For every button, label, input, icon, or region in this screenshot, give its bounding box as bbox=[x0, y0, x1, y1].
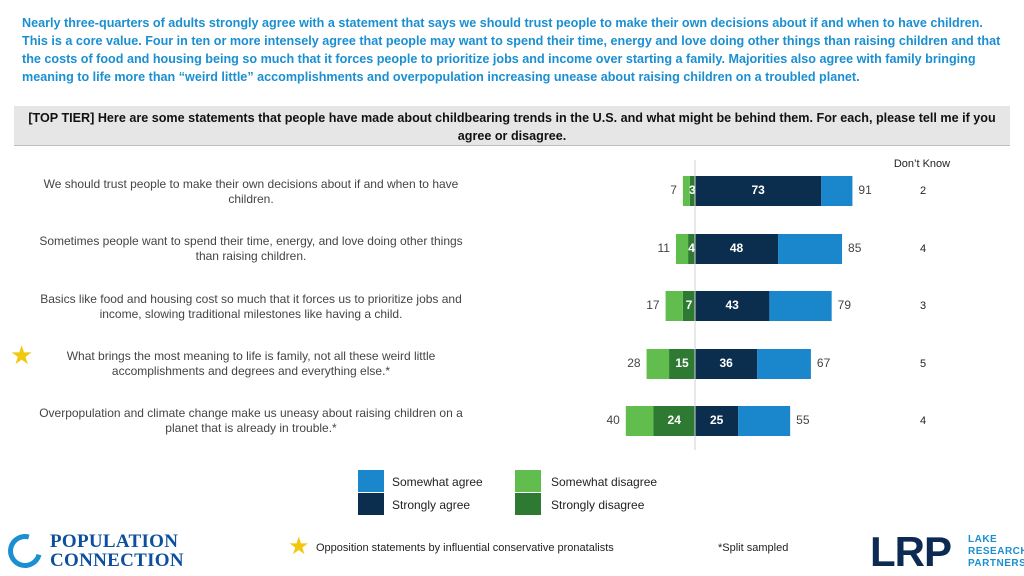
label-total-disagree-row-2: 11 bbox=[658, 241, 671, 255]
legend-label-somewhat-disagree: Somewhat disagree bbox=[551, 475, 658, 489]
bar-somewhat-disagree-row-1 bbox=[682, 176, 690, 206]
label-strongly-disagree-row-2: 4 bbox=[688, 241, 695, 255]
split-sampled-note: *Split sampled bbox=[718, 542, 789, 554]
label-total-disagree-row-1: 7 bbox=[670, 183, 677, 197]
logo-text-line-2: CONNECTION bbox=[50, 550, 184, 571]
label-total-disagree-row-5: 40 bbox=[606, 413, 620, 427]
row-label-1: We should trust people to make their own… bbox=[43, 177, 459, 206]
lrp-mark: LRP bbox=[870, 528, 952, 575]
bar-somewhat-disagree-row-4 bbox=[646, 349, 670, 379]
legend-label-strongly-disagree: Strongly disagree bbox=[551, 498, 645, 512]
dont-know-header: Don’t Know bbox=[893, 158, 951, 170]
lrp-sub-3: PARTNERS bbox=[968, 558, 1024, 569]
bar-strongly-disagree-row-1 bbox=[689, 176, 695, 206]
label-strongly-agree-row-1: 73 bbox=[751, 183, 765, 197]
label-total-disagree-row-3: 17 bbox=[646, 298, 660, 312]
label-strongly-disagree-row-1: 3 bbox=[689, 183, 696, 197]
label-strongly-agree-row-4: 36 bbox=[719, 356, 733, 370]
label-strongly-disagree-row-4: 15 bbox=[675, 356, 689, 370]
bar-somewhat-agree-row-4 bbox=[757, 349, 811, 379]
label-strongly-disagree-row-5: 24 bbox=[668, 413, 682, 427]
bar-somewhat-disagree-row-2 bbox=[675, 234, 689, 264]
label-strongly-agree-row-3: 43 bbox=[726, 298, 740, 312]
bar-strongly-agree-row-3 bbox=[695, 291, 770, 321]
row-label-2: Sometimes people want to spend their tim… bbox=[39, 234, 463, 263]
label-dont-know-row-4: 5 bbox=[920, 358, 926, 370]
label-strongly-agree-row-2: 48 bbox=[730, 241, 744, 255]
label-total-agree-row-5: 55 bbox=[796, 413, 810, 427]
lrp-sub-1: LAKE bbox=[968, 534, 998, 545]
legend-swatch-strongly-disagree bbox=[515, 493, 541, 515]
legend-label-somewhat-agree: Somewhat agree bbox=[392, 475, 483, 489]
label-total-disagree-row-4: 28 bbox=[627, 356, 641, 370]
bar-strongly-disagree-row-5 bbox=[653, 406, 695, 436]
star-footnote: Opposition statements by influential con… bbox=[316, 542, 614, 554]
row-label-5: Overpopulation and climate change make u… bbox=[39, 406, 463, 435]
question-banner: [TOP TIER] Here are some statements that… bbox=[14, 106, 1010, 146]
bar-strongly-agree-row-5 bbox=[695, 406, 739, 436]
label-total-agree-row-2: 85 bbox=[848, 241, 862, 255]
legend-swatch-strongly-agree bbox=[358, 493, 384, 515]
legend-swatch-somewhat-disagree bbox=[515, 470, 541, 492]
label-total-agree-row-3: 79 bbox=[838, 298, 852, 312]
label-dont-know-row-5: 4 bbox=[920, 415, 926, 427]
label-total-agree-row-4: 67 bbox=[817, 356, 831, 370]
bar-somewhat-disagree-row-5 bbox=[625, 406, 654, 436]
bar-somewhat-agree-row-5 bbox=[738, 406, 791, 436]
row-label-4: What brings the most meaning to life is … bbox=[66, 349, 436, 378]
label-strongly-agree-row-5: 25 bbox=[710, 413, 724, 427]
bar-strongly-disagree-row-4 bbox=[669, 349, 695, 379]
label-dont-know-row-2: 4 bbox=[920, 243, 926, 255]
bar-strongly-agree-row-2 bbox=[695, 234, 779, 264]
lrp-logo: LRP LAKE RESEARCH PARTNERS bbox=[870, 528, 1024, 575]
bar-somewhat-agree-row-2 bbox=[778, 234, 843, 264]
logo-text-line-1: POPULATION bbox=[50, 531, 179, 552]
bar-somewhat-disagree-row-3 bbox=[665, 291, 683, 321]
star-icon-row-4: ★ bbox=[10, 340, 34, 370]
bar-strongly-disagree-row-2 bbox=[688, 234, 695, 264]
lrp-sub-2: RESEARCH bbox=[968, 546, 1024, 557]
bar-strongly-disagree-row-3 bbox=[682, 291, 695, 321]
bar-strongly-agree-row-1 bbox=[695, 176, 822, 206]
logo-ring-icon bbox=[1, 527, 49, 575]
label-total-agree-row-1: 91 bbox=[858, 183, 872, 197]
population-connection-logo: POPULATION CONNECTION bbox=[1, 527, 196, 575]
bar-strongly-agree-row-4 bbox=[695, 349, 758, 379]
label-dont-know-row-3: 3 bbox=[920, 300, 926, 312]
star-icon-footnote: ★ bbox=[288, 533, 310, 560]
label-strongly-disagree-row-3: 7 bbox=[686, 298, 693, 312]
bar-somewhat-agree-row-1 bbox=[821, 176, 853, 206]
legend-swatch-somewhat-agree bbox=[358, 470, 384, 492]
row-label-3: Basics like food and housing cost so muc… bbox=[40, 292, 462, 321]
legend-label-strongly-agree: Strongly agree bbox=[392, 498, 471, 512]
label-dont-know-row-1: 2 bbox=[920, 185, 926, 197]
headline: Nearly three-quarters of adults strongly… bbox=[22, 16, 1001, 84]
bar-somewhat-agree-row-3 bbox=[769, 291, 832, 321]
